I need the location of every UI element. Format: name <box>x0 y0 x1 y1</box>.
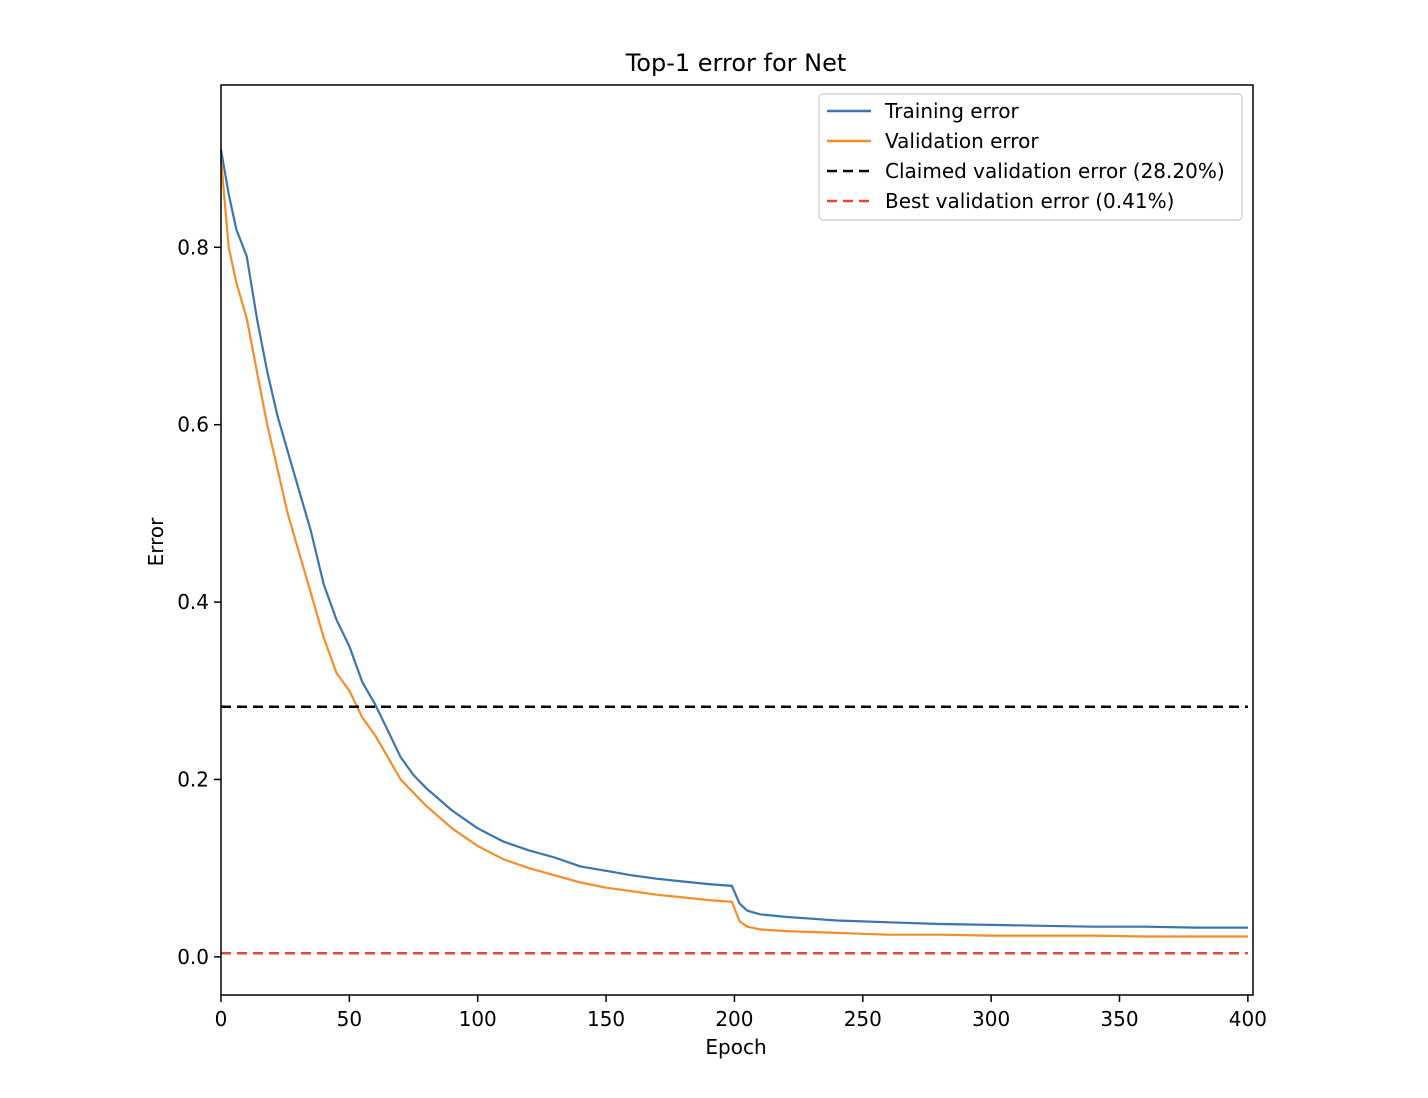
legend-label-0: Training error <box>884 99 1019 123</box>
x-tick-label: 0 <box>215 1007 228 1031</box>
legend-box <box>818 93 1243 221</box>
plot-frame <box>220 84 1254 996</box>
plot-area <box>219 149 1248 955</box>
series-line-0 <box>219 149 1248 929</box>
y-tick-label: 0.8 <box>177 235 209 259</box>
x-tick-label: 400 <box>1229 1007 1267 1031</box>
y-tick-label: 0.4 <box>177 590 209 614</box>
y-tick-label: 0.2 <box>177 767 209 791</box>
x-tick-label: 50 <box>337 1007 362 1031</box>
x-tick-label: 250 <box>844 1007 882 1031</box>
legend-label-1: Validation error <box>885 129 1039 153</box>
chart-title: Top-1 error for Net <box>625 49 847 77</box>
x-tick-label: 200 <box>715 1007 753 1031</box>
x-tick-label: 300 <box>972 1007 1010 1031</box>
legend-label-3: Best validation error (0.41%) <box>885 189 1174 213</box>
y-axis-label: Error <box>144 517 168 567</box>
x-axis-label: Epoch <box>705 1035 766 1059</box>
y-tick-label: 0.6 <box>177 413 209 437</box>
x-tick-label: 150 <box>587 1007 625 1031</box>
series-line-1 <box>219 158 1248 938</box>
x-tick-label: 100 <box>459 1007 497 1031</box>
x-tick-label: 350 <box>1100 1007 1138 1031</box>
legend: Training error Validation error Claimed va… <box>818 93 1243 221</box>
legend-label-2: Claimed validation error (28.20%) <box>885 159 1225 183</box>
y-tick-label: 0.0 <box>177 945 209 969</box>
axes: 0 50 100 150 200 250 300 350 400 0.0 0.2 0.4 0.6 0.8 <box>177 235 1267 1031</box>
